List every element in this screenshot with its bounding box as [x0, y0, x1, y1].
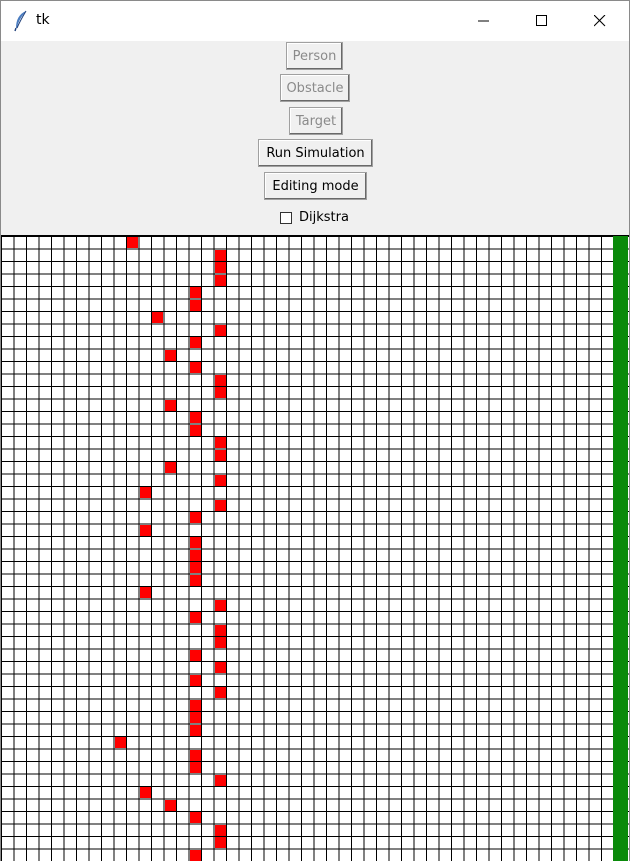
person-cell[interactable]: [189, 574, 201, 586]
person-cell[interactable]: [139, 787, 151, 798]
person-cell[interactable]: [214, 449, 226, 461]
person-cell[interactable]: [189, 424, 201, 436]
person-cell[interactable]: [214, 249, 226, 261]
person-cell[interactable]: [164, 349, 176, 361]
person-cell[interactable]: [189, 362, 201, 373]
person-cell[interactable]: [164, 799, 176, 811]
person-cell[interactable]: [189, 512, 201, 523]
window-controls: [455, 1, 629, 41]
person-cell[interactable]: [189, 549, 201, 561]
person-cell[interactable]: [189, 749, 201, 761]
minimize-icon: [478, 20, 489, 22]
person-cell[interactable]: [189, 762, 201, 773]
person-cell[interactable]: [214, 262, 226, 273]
control-panel: Person Obstacle Target Run Simulation Ed…: [1, 41, 629, 235]
person-cell[interactable]: [127, 237, 138, 248]
person-cell[interactable]: [164, 462, 176, 473]
person-cell[interactable]: [189, 712, 201, 723]
feather-icon: [13, 10, 29, 32]
run-simulation-button[interactable]: Run Simulation: [258, 139, 373, 167]
window-title: tk: [36, 12, 50, 28]
person-cell[interactable]: [139, 487, 151, 498]
person-cell[interactable]: [164, 399, 176, 411]
person-cell[interactable]: [189, 412, 201, 423]
person-cell[interactable]: [114, 737, 126, 748]
person-cell[interactable]: [189, 562, 201, 573]
person-cell[interactable]: [214, 687, 226, 698]
minimize-button[interactable]: [455, 1, 513, 41]
person-cell[interactable]: [214, 474, 226, 486]
person-cell[interactable]: [189, 299, 201, 311]
person-cell[interactable]: [214, 637, 226, 648]
person-cell[interactable]: [152, 312, 163, 323]
dijkstra-checkbox[interactable]: [280, 211, 292, 224]
person-button[interactable]: Person: [286, 42, 343, 70]
simulation-grid[interactable]: [1, 235, 629, 861]
person-cell[interactable]: [189, 849, 201, 861]
person-cell[interactable]: [214, 774, 226, 786]
close-button[interactable]: [571, 1, 629, 41]
editing-mode-button[interactable]: Editing mode: [264, 172, 367, 200]
target-column: [613, 236, 628, 861]
person-cell[interactable]: [189, 699, 201, 711]
person-cell[interactable]: [189, 537, 201, 548]
person-cell[interactable]: [139, 587, 151, 598]
person-cell[interactable]: [189, 337, 201, 348]
person-cell[interactable]: [189, 649, 201, 661]
person-cell[interactable]: [189, 812, 201, 823]
target-button[interactable]: Target: [289, 107, 343, 135]
maximize-button[interactable]: [513, 1, 571, 41]
person-cell[interactable]: [214, 837, 226, 848]
obstacle-button[interactable]: Obstacle: [280, 74, 350, 102]
dijkstra-toggle[interactable]: Dijkstra: [280, 210, 349, 225]
person-cell[interactable]: [214, 324, 226, 336]
person-cell[interactable]: [214, 824, 226, 836]
person-cell[interactable]: [214, 624, 226, 636]
person-cell[interactable]: [214, 437, 226, 448]
close-icon: [594, 15, 606, 27]
person-cell[interactable]: [189, 287, 201, 298]
dijkstra-label: Dijkstra: [299, 210, 349, 225]
person-cell[interactable]: [214, 374, 226, 386]
person-cell[interactable]: [214, 599, 226, 611]
person-cell[interactable]: [189, 612, 201, 623]
person-cell[interactable]: [214, 499, 226, 511]
person-cell[interactable]: [214, 274, 226, 286]
person-cell[interactable]: [214, 387, 226, 398]
person-cell[interactable]: [139, 524, 151, 536]
title-bar[interactable]: tk: [1, 1, 629, 41]
person-cell[interactable]: [189, 724, 201, 736]
person-cell[interactable]: [214, 662, 226, 673]
person-cell[interactable]: [189, 674, 201, 686]
maximize-icon: [536, 15, 547, 26]
